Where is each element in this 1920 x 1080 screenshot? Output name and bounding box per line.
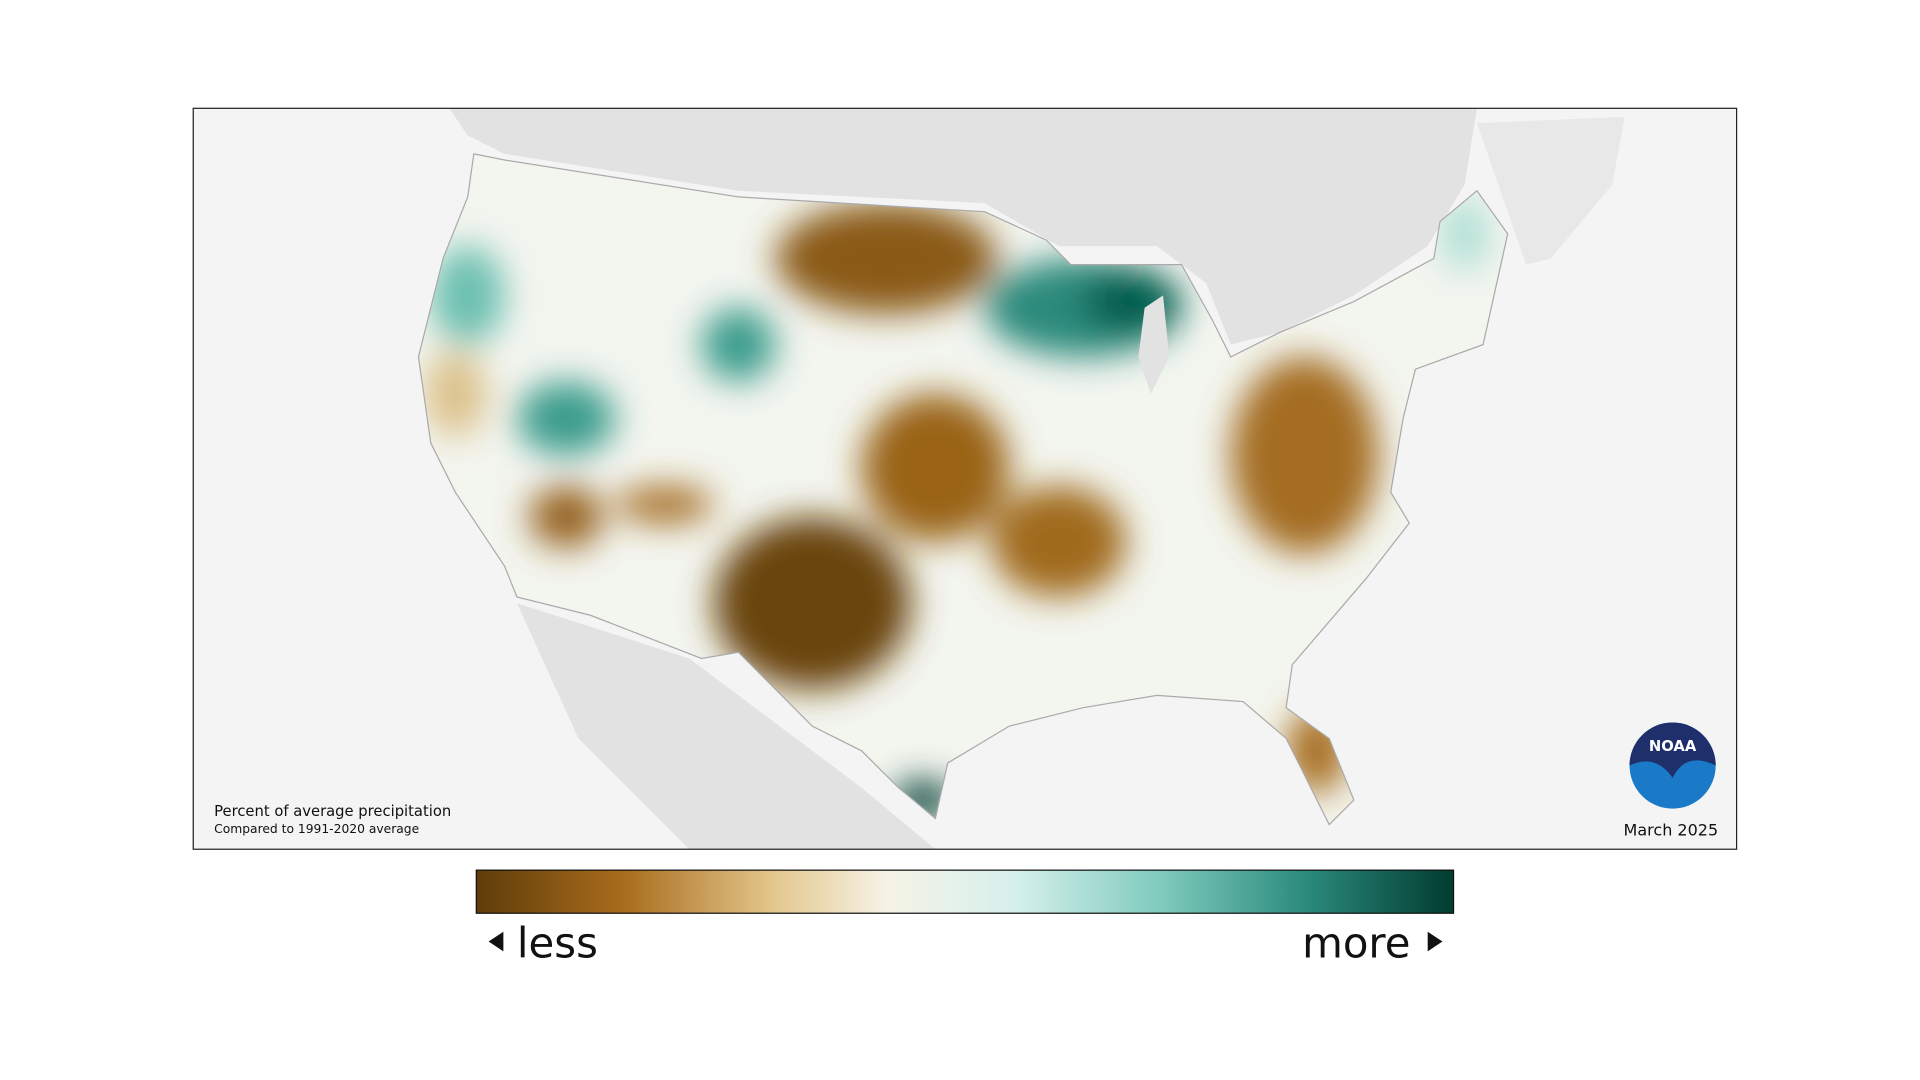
date-label: March 2025	[1624, 821, 1719, 840]
legend-title: Percent of average precipitation	[214, 803, 451, 820]
colorbar-high-label: more	[1302, 919, 1410, 968]
colorbar-low-label: less	[517, 919, 598, 968]
arrow-left	[488, 931, 504, 952]
map	[193, 108, 1737, 850]
colorbar	[475, 869, 1455, 914]
arrow-right	[1427, 931, 1443, 952]
logo-text: NOAA	[1649, 738, 1697, 755]
map-frame	[192, 107, 1738, 850]
legend-subtitle: Compared to 1991-2020 average	[214, 822, 419, 836]
noaa-logo: NOAA	[1629, 722, 1716, 809]
